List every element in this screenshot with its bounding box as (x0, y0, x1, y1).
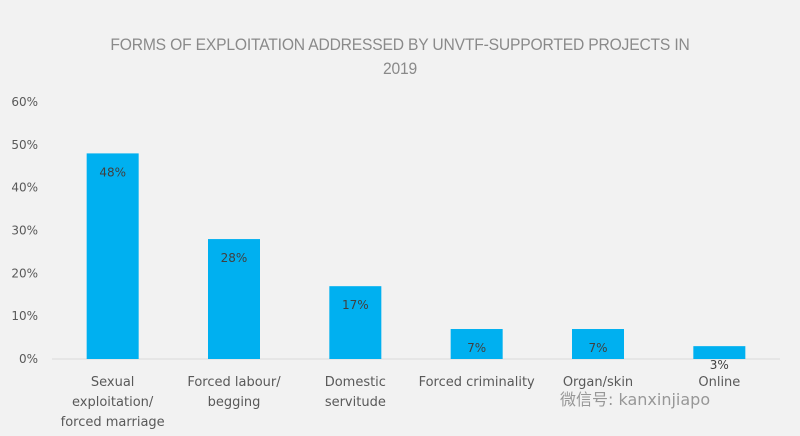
y-tick-label: 10% (11, 309, 38, 323)
bar (693, 346, 746, 359)
data-label: 28% (221, 251, 248, 265)
x-category-label: Forced labour/ (187, 375, 281, 390)
data-label: 17% (342, 298, 369, 312)
bar (329, 286, 382, 359)
title-line-1: FORMS OF EXPLOITATION ADDRESSED BY UNVTF… (110, 35, 690, 54)
y-tick-label: 20% (11, 266, 38, 280)
y-tick-label: 60% (11, 95, 38, 109)
bar (86, 153, 139, 359)
bar (208, 239, 260, 359)
x-category-label: servitude (325, 395, 386, 410)
x-category-label: Sexual (91, 375, 135, 390)
x-category-label: Online (698, 375, 740, 390)
x-category-label: Domestic (325, 375, 386, 390)
x-category-label: Forced criminality (419, 375, 535, 390)
data-label: 7% (467, 341, 486, 355)
data-label: 48% (99, 165, 126, 179)
y-tick-label: 40% (11, 181, 38, 195)
x-category-label: exploitation/ (72, 395, 154, 410)
data-label: 3% (710, 358, 729, 372)
title-line-2: 2019 (382, 59, 418, 78)
watermark: 微信号: kanxinjiapo (560, 390, 711, 409)
x-category-label: forced marriage (61, 415, 165, 430)
data-label: 7% (588, 341, 607, 355)
bar (572, 329, 624, 359)
bar (450, 329, 503, 359)
x-category-label: begging (208, 395, 261, 410)
y-tick-label: 30% (11, 224, 38, 238)
y-tick-label: 50% (11, 138, 38, 152)
chart-title: FORMS OF EXPLOITATION ADDRESSED BY UNVTF… (32, 33, 768, 81)
y-tick-label: 0% (19, 352, 38, 366)
x-category-label: Organ/skin (563, 375, 633, 390)
